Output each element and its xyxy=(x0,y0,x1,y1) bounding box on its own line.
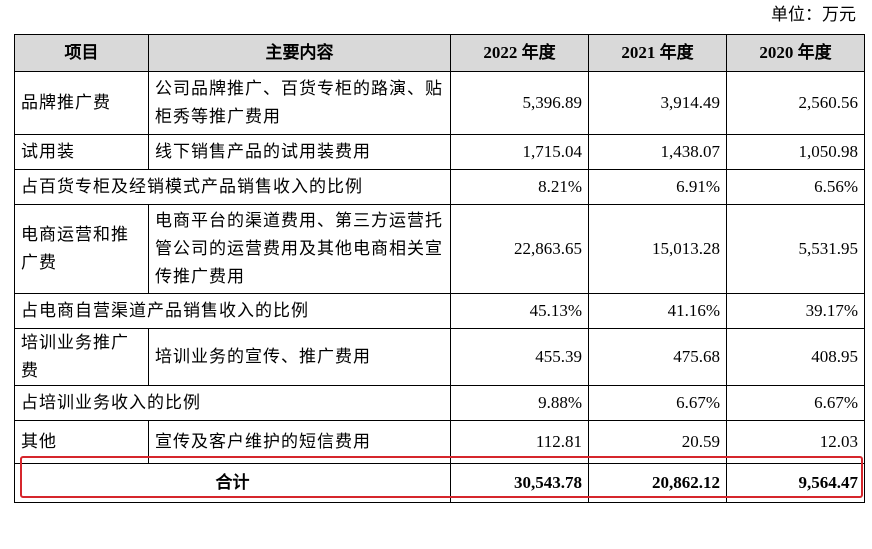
total-label: 合计 xyxy=(14,463,451,503)
ratio-label: 占百货专柜及经销模式产品销售收入的比例 xyxy=(14,169,451,205)
ratio-row: 占培训业务收入的比例 9.88% 6.67% 6.67% xyxy=(14,385,865,421)
header-content: 主要内容 xyxy=(148,34,451,72)
value-2020: 2,560.56 xyxy=(726,71,865,135)
value-2021: 6.67% xyxy=(588,385,727,421)
ratio-row: 占电商自营渠道产品销售收入的比例 45.13% 41.16% 39.17% xyxy=(14,293,865,329)
row-item: 培训业务推广费 xyxy=(14,328,149,386)
ratio-label: 占培训业务收入的比例 xyxy=(14,385,451,421)
total-2022: 30,543.78 xyxy=(450,463,589,503)
value-2021: 41.16% xyxy=(588,293,727,329)
unit-label: 单位：万元 xyxy=(771,5,856,25)
ratio-label: 占电商自营渠道产品销售收入的比例 xyxy=(14,293,451,329)
value-2020: 408.95 xyxy=(726,328,865,386)
row-content: 培训业务的宣传、推广费用 xyxy=(148,328,451,386)
row-content: 线下销售产品的试用装费用 xyxy=(148,134,451,170)
value-2020: 1,050.98 xyxy=(726,134,865,170)
value-2022: 455.39 xyxy=(450,328,589,386)
total-2021: 20,862.12 xyxy=(588,463,727,503)
value-2022: 1,715.04 xyxy=(450,134,589,170)
row-item: 其他 xyxy=(14,420,149,464)
table-header-row: 项目 主要内容 2022 年度 2021 年度 2020 年度 xyxy=(14,34,865,72)
value-2021: 6.91% xyxy=(588,169,727,205)
value-2021: 3,914.49 xyxy=(588,71,727,135)
header-2020: 2020 年度 xyxy=(726,34,865,72)
header-2022: 2022 年度 xyxy=(450,34,589,72)
value-2021: 15,013.28 xyxy=(588,204,727,294)
value-2022: 9.88% xyxy=(450,385,589,421)
row-content: 宣传及客户维护的短信费用 xyxy=(148,420,451,464)
header-2021: 2021 年度 xyxy=(588,34,727,72)
row-item: 试用装 xyxy=(14,134,149,170)
table-row: 品牌推广费 公司品牌推广、百货专柜的路演、贴柜秀等推广费用 5,396.89 3… xyxy=(14,71,865,135)
row-item: 品牌推广费 xyxy=(14,71,149,135)
total-2020: 9,564.47 xyxy=(726,463,865,503)
ratio-row: 占百货专柜及经销模式产品销售收入的比例 8.21% 6.91% 6.56% xyxy=(14,169,865,205)
marketing-expense-table: 项目 主要内容 2022 年度 2021 年度 2020 年度 品牌推广费 公司… xyxy=(14,34,865,503)
table-row: 电商运营和推广费 电商平台的渠道费用、第三方运营托管公司的运营费用及其他电商相关… xyxy=(14,204,865,294)
table-row-highlighted: 其他 宣传及客户维护的短信费用 112.81 20.59 12.03 xyxy=(14,420,865,464)
row-item: 电商运营和推广费 xyxy=(14,204,149,294)
table-row: 培训业务推广费 培训业务的宣传、推广费用 455.39 475.68 408.9… xyxy=(14,328,865,386)
value-2022: 8.21% xyxy=(450,169,589,205)
value-2022: 22,863.65 xyxy=(450,204,589,294)
header-item: 项目 xyxy=(14,34,149,72)
value-2020: 12.03 xyxy=(726,420,865,464)
value-2022: 45.13% xyxy=(450,293,589,329)
table-row: 试用装 线下销售产品的试用装费用 1,715.04 1,438.07 1,050… xyxy=(14,134,865,170)
value-2020: 39.17% xyxy=(726,293,865,329)
value-2020: 6.56% xyxy=(726,169,865,205)
row-content: 公司品牌推广、百货专柜的路演、贴柜秀等推广费用 xyxy=(148,71,451,135)
value-2021: 1,438.07 xyxy=(588,134,727,170)
value-2021: 20.59 xyxy=(588,420,727,464)
total-row: 合计 30,543.78 20,862.12 9,564.47 xyxy=(14,463,865,503)
value-2022: 5,396.89 xyxy=(450,71,589,135)
value-2021: 475.68 xyxy=(588,328,727,386)
value-2020: 5,531.95 xyxy=(726,204,865,294)
value-2022: 112.81 xyxy=(450,420,589,464)
row-content: 电商平台的渠道费用、第三方运营托管公司的运营费用及其他电商相关宣传推广费用 xyxy=(148,204,451,294)
value-2020: 6.67% xyxy=(726,385,865,421)
